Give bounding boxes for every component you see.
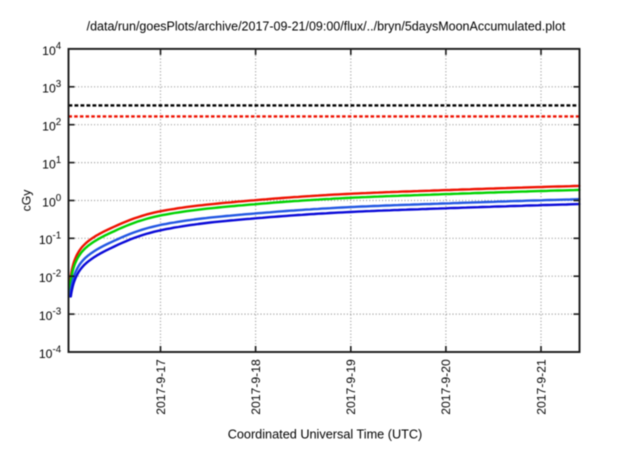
svg-text:2017-9-21: 2017-9-21 [534, 359, 548, 415]
svg-text:2017-9-19: 2017-9-19 [344, 359, 358, 415]
svg-text:cGy: cGy [20, 189, 34, 212]
svg-text:/data/run/goesPlots/archive/20: /data/run/goesPlots/archive/2017-09-21/0… [87, 20, 566, 34]
svg-text:Coordinated Universal Time (UT: Coordinated Universal Time (UTC) [228, 427, 423, 441]
svg-text:2017-9-20: 2017-9-20 [439, 359, 453, 415]
svg-text:2017-9-18: 2017-9-18 [249, 359, 263, 415]
svg-text:2017-9-17: 2017-9-17 [154, 359, 168, 415]
